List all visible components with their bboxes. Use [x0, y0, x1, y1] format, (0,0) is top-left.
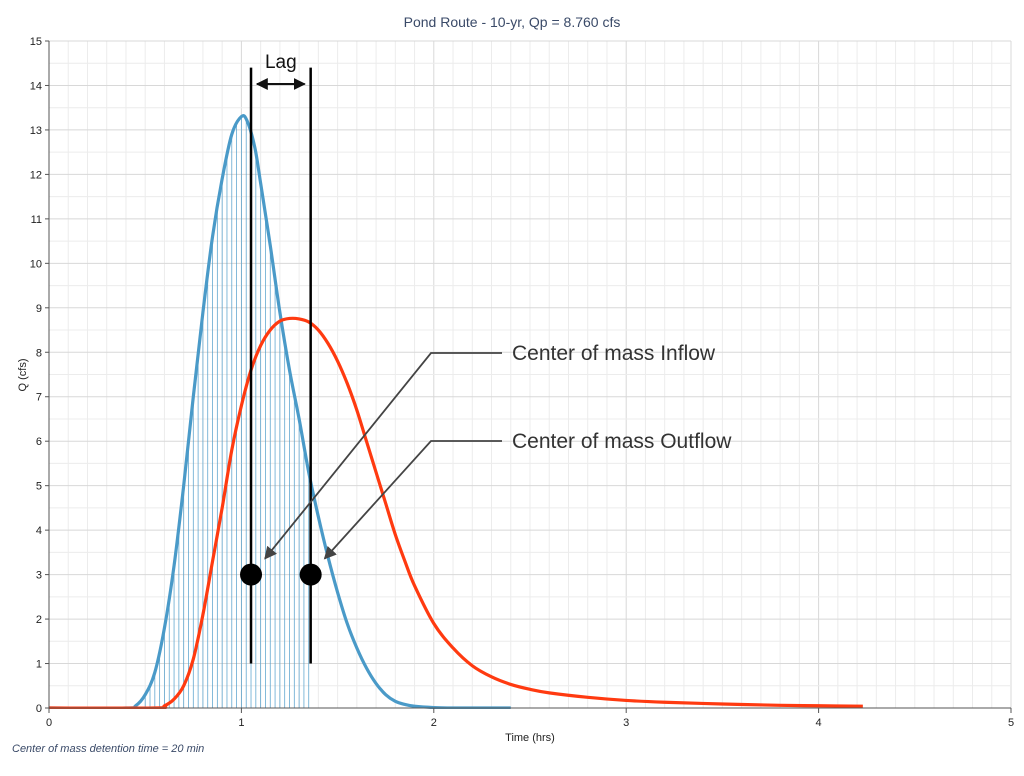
- x-tick-label: 1: [238, 717, 244, 729]
- inflow-center-of-mass-dot: [240, 563, 263, 586]
- y-tick-label: 2: [36, 614, 42, 626]
- lag-label: Lag: [265, 52, 297, 73]
- y-tick-label: 8: [36, 347, 42, 359]
- y-tick-label: 13: [30, 125, 42, 137]
- outflow-series-line: [49, 316, 863, 709]
- y-tick-label: 7: [36, 392, 42, 404]
- x-tick-label: 2: [431, 717, 437, 729]
- y-tick-label: 14: [30, 80, 42, 92]
- y-tick-label: 1: [36, 659, 42, 671]
- y-tick-label: 9: [36, 303, 42, 315]
- inflow-series-line: [49, 114, 511, 709]
- y-tick-label: 12: [30, 169, 42, 181]
- outflow-callout-leader: [323, 440, 502, 560]
- x-tick-label: 5: [1008, 717, 1014, 729]
- x-tick-label: 0: [46, 717, 52, 729]
- y-tick-label: 5: [36, 481, 42, 493]
- y-tick-label: 0: [36, 703, 42, 715]
- outflow-center-of-mass-dot: [299, 563, 322, 586]
- series-group: [49, 114, 863, 709]
- footnote: Center of mass detention time = 20 min: [12, 743, 205, 755]
- x-tick-label: 3: [623, 717, 629, 729]
- y-axis-label: Q (cfs): [17, 359, 29, 392]
- x-tick-label: 4: [816, 717, 822, 729]
- y-tick-label: 4: [36, 525, 42, 537]
- y-tick-label: 11: [31, 214, 42, 226]
- outflow-center-of-mass-label: Center of mass Outflow: [512, 430, 732, 453]
- y-tick-label: 10: [30, 258, 42, 270]
- inflow-center-of-mass-label: Center of mass Inflow: [512, 342, 716, 365]
- y-tick-label: 15: [30, 36, 42, 48]
- annotations: Lag Center of mass Inflow Center of mass O…: [240, 52, 732, 664]
- x-axis-label: Time (hrs): [505, 732, 555, 744]
- y-tick-label: 6: [36, 436, 42, 448]
- inflow-callout-leader: [264, 352, 502, 560]
- y-tick-label: 3: [36, 570, 42, 582]
- chart-title: Pond Route - 10-yr, Qp = 8.760 cfs: [404, 14, 621, 30]
